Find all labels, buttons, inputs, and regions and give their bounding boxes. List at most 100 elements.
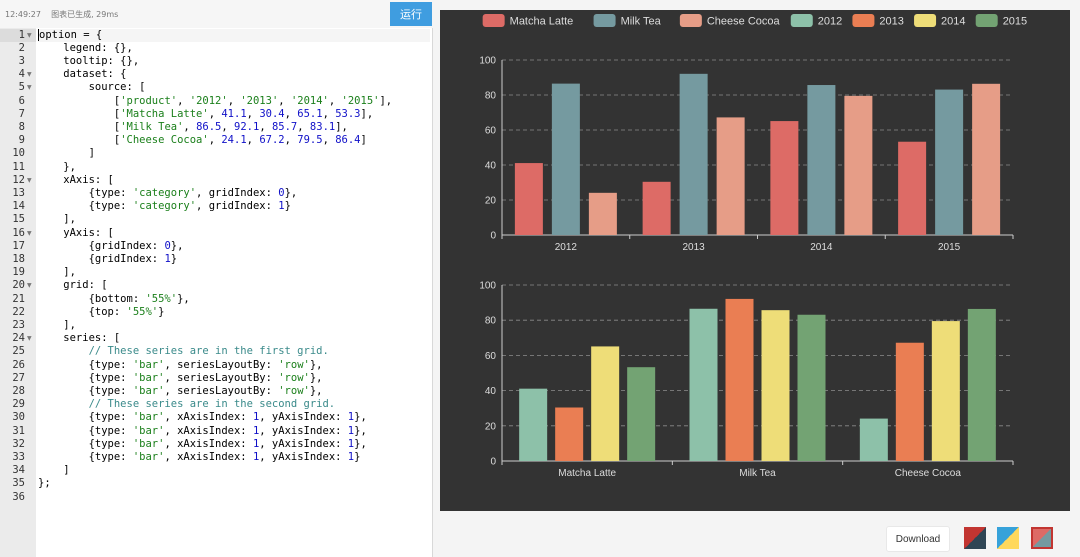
- code-line[interactable]: series: [: [38, 332, 120, 345]
- code-line[interactable]: tooltip: {},: [38, 55, 139, 68]
- legend-item[interactable]: 2012: [790, 14, 842, 28]
- code-line[interactable]: },: [38, 161, 76, 174]
- theme-dark-swatch[interactable]: [964, 527, 986, 549]
- code-line[interactable]: };: [38, 477, 51, 490]
- fold-toggle-icon[interactable]: ▼: [27, 282, 32, 290]
- code-line[interactable]: {bottom: '55%'},: [38, 293, 190, 306]
- code-line[interactable]: {type: 'bar', seriesLayoutBy: 'row'},: [38, 385, 323, 398]
- fold-toggle-icon[interactable]: ▼: [27, 31, 32, 39]
- bar[interactable]: [807, 85, 836, 236]
- bar[interactable]: [931, 321, 960, 461]
- theme-default-dark-swatch[interactable]: [1031, 527, 1053, 549]
- bar[interactable]: [859, 418, 888, 461]
- code-token: ,: [284, 134, 298, 147]
- x-tick-label: 2014: [810, 242, 833, 253]
- bar[interactable]: [935, 89, 964, 235]
- bar[interactable]: [967, 308, 996, 461]
- code-line[interactable]: ['product', '2012', '2013', '2014', '201…: [38, 95, 392, 108]
- number-token: 0: [164, 239, 171, 252]
- line-number-gutter: 1 ▼ 2 3 4 ▼ 5 ▼ 6 7 8 9 10 11 12 ▼ 13 14 15 16 ▼ 17 18 19 20 ▼ 21 2…: [0, 28, 36, 557]
- bar[interactable]: [895, 342, 924, 461]
- code-line[interactable]: {type: 'bar', xAxisIndex: 1, yAxisIndex:…: [38, 411, 367, 424]
- code-token: ]: [38, 464, 70, 477]
- code-line[interactable]: grid: [: [38, 279, 107, 292]
- bar[interactable]: [555, 407, 584, 461]
- line-number: 9: [18, 134, 25, 147]
- number-token: 67.2: [259, 134, 285, 147]
- code-line[interactable]: ['Milk Tea', 86.5, 92.1, 85.7, 83.1],: [38, 121, 348, 134]
- code-token: }: [158, 305, 165, 318]
- line-number: 20: [12, 279, 25, 292]
- legend-swatch: [852, 14, 875, 27]
- bar[interactable]: [716, 117, 745, 235]
- legend-item[interactable]: 2013: [852, 14, 904, 28]
- fold-toggle-icon[interactable]: ▼: [27, 229, 32, 237]
- code-token: ]: [38, 147, 95, 160]
- gutter-line: 31: [0, 425, 36, 438]
- code-line[interactable]: ],: [38, 213, 76, 226]
- bar[interactable]: [725, 298, 754, 461]
- code-line[interactable]: ['Cheese Cocoa', 24.1, 67.2, 79.5, 86.4]: [38, 134, 367, 147]
- bar[interactable]: [627, 367, 656, 461]
- code-line[interactable]: {type: 'category', gridIndex: 0},: [38, 187, 298, 200]
- bar[interactable]: [761, 310, 790, 461]
- bar[interactable]: [797, 314, 826, 461]
- code-line[interactable]: ],: [38, 319, 76, 332]
- code-line[interactable]: // These series are in the second grid.: [38, 398, 336, 411]
- download-button[interactable]: Download: [886, 526, 950, 552]
- bar[interactable]: [514, 163, 543, 235]
- legend-item[interactable]: Milk Tea: [593, 14, 662, 28]
- string-token: 'product': [120, 94, 178, 107]
- bar[interactable]: [689, 308, 718, 461]
- code-line[interactable]: yAxis: [: [38, 227, 114, 240]
- legend-item[interactable]: Matcha Latte: [482, 14, 574, 28]
- code-line[interactable]: {type: 'bar', xAxisIndex: 1, yAxisIndex:…: [38, 438, 367, 451]
- code-line[interactable]: source: [: [38, 81, 146, 94]
- code-token: tooltip: {},: [38, 54, 140, 67]
- bar[interactable]: [972, 83, 1001, 235]
- code-line[interactable]: ['Matcha Latte', 41.1, 30.4, 65.1, 53.3]…: [38, 108, 373, 121]
- theme-light-swatch[interactable]: [997, 527, 1019, 549]
- code-line[interactable]: {top: '55%'}: [38, 305, 165, 319]
- bar[interactable]: [642, 181, 671, 235]
- number-token: 1: [252, 411, 260, 424]
- code-line[interactable]: dataset: {: [38, 68, 126, 81]
- bar[interactable]: [844, 95, 873, 235]
- number-token: 86.5: [196, 120, 222, 133]
- fold-toggle-icon[interactable]: ▼: [27, 84, 32, 92]
- bar[interactable]: [679, 73, 708, 235]
- code-line[interactable]: {type: 'bar', seriesLayoutBy: 'row'},: [38, 372, 323, 385]
- fold-toggle-icon[interactable]: ▼: [27, 335, 32, 343]
- code-line[interactable]: {type: 'bar', seriesLayoutBy: 'row'},: [38, 359, 323, 372]
- bar[interactable]: [519, 388, 548, 461]
- code-area[interactable]: option = { legend: {}, tooltip: {}, data…: [38, 28, 430, 557]
- legend-item[interactable]: Cheese Cocoa: [679, 14, 781, 28]
- code-line[interactable]: {gridIndex: 1}: [38, 253, 178, 266]
- code-line[interactable]: ]: [38, 464, 70, 477]
- y-tick-label: 100: [479, 56, 496, 67]
- bar[interactable]: [770, 121, 799, 235]
- editor-topbar: 12:49:27 图表已生成, 29ms 运行: [0, 0, 432, 29]
- code-line[interactable]: ],: [38, 266, 76, 279]
- code-line[interactable]: {type: 'bar', xAxisIndex: 1, yAxisIndex:…: [38, 425, 367, 438]
- run-button[interactable]: 运行: [390, 2, 432, 26]
- fold-toggle-icon[interactable]: ▼: [27, 71, 32, 79]
- bar[interactable]: [551, 83, 580, 235]
- gutter-line: 12 ▼: [0, 174, 36, 187]
- code-line[interactable]: xAxis: [: [38, 174, 114, 187]
- code-line[interactable]: {gridIndex: 0},: [38, 239, 184, 253]
- bar[interactable]: [898, 141, 927, 235]
- fold-toggle-icon[interactable]: ▼: [27, 176, 32, 184]
- legend-item[interactable]: 2014: [914, 14, 966, 28]
- code-line[interactable]: // These series are in the first grid.: [38, 345, 329, 358]
- code-editor[interactable]: 1 ▼ 2 3 4 ▼ 5 ▼ 6 7 8 9 10 11 12 ▼ 13 14 15 16 ▼ 17 18 19 20 ▼ 21 2…: [0, 28, 433, 557]
- code-line[interactable]: option = {: [38, 28, 102, 42]
- bar[interactable]: [591, 346, 620, 461]
- number-token: 1: [347, 424, 355, 437]
- code-line[interactable]: {type: 'category', gridIndex: 1}: [38, 200, 291, 213]
- bar[interactable]: [588, 192, 617, 235]
- code-line[interactable]: {type: 'bar', xAxisIndex: 1, yAxisIndex:…: [38, 451, 361, 464]
- code-line[interactable]: ]: [38, 147, 95, 160]
- code-line[interactable]: legend: {},: [38, 42, 133, 55]
- legend-item[interactable]: 2015: [975, 14, 1027, 28]
